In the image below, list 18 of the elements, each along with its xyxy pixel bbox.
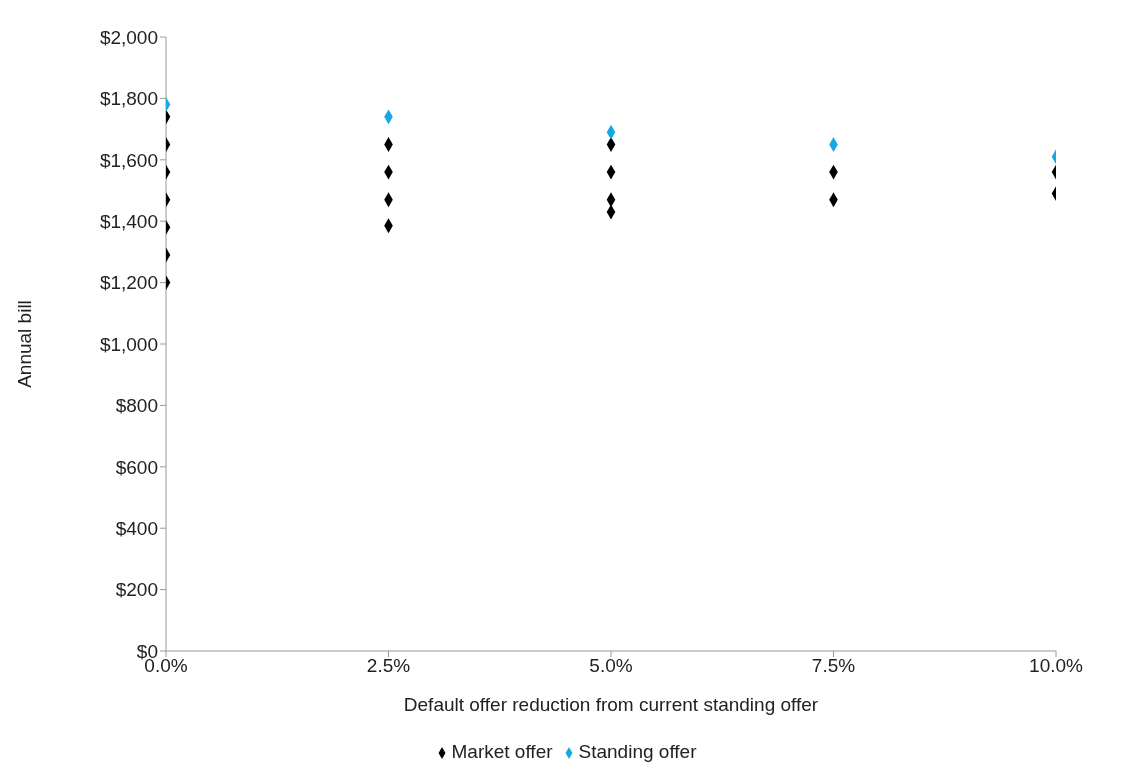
y-tick-label: $200 [115, 579, 158, 601]
x-tick-label: 7.5% [811, 655, 856, 677]
y-tick-label: $2,000 [99, 26, 158, 48]
legend-label: Standing offer [578, 741, 697, 762]
x-tick-label: 5.0% [589, 655, 633, 677]
x-axis-title: Default offer reduction from current standing offer [403, 694, 819, 715]
y-tick-label: $400 [115, 517, 158, 539]
x-tick-label: 2.5% [366, 655, 411, 677]
y-tick-label: $1,400 [99, 210, 158, 232]
y-tick-label: $1,000 [99, 333, 158, 355]
y-tick-label: $1,600 [99, 149, 158, 171]
y-axis-title: Annual bill [13, 300, 35, 388]
x-tick-label: 10.0% [1029, 655, 1084, 677]
y-tick-label: $800 [115, 395, 158, 417]
y-tick-label: $1,800 [99, 88, 158, 110]
legend-label: Market offer [451, 741, 553, 762]
y-tick-label: $600 [115, 456, 158, 478]
y-tick-label: $1,200 [99, 272, 158, 294]
